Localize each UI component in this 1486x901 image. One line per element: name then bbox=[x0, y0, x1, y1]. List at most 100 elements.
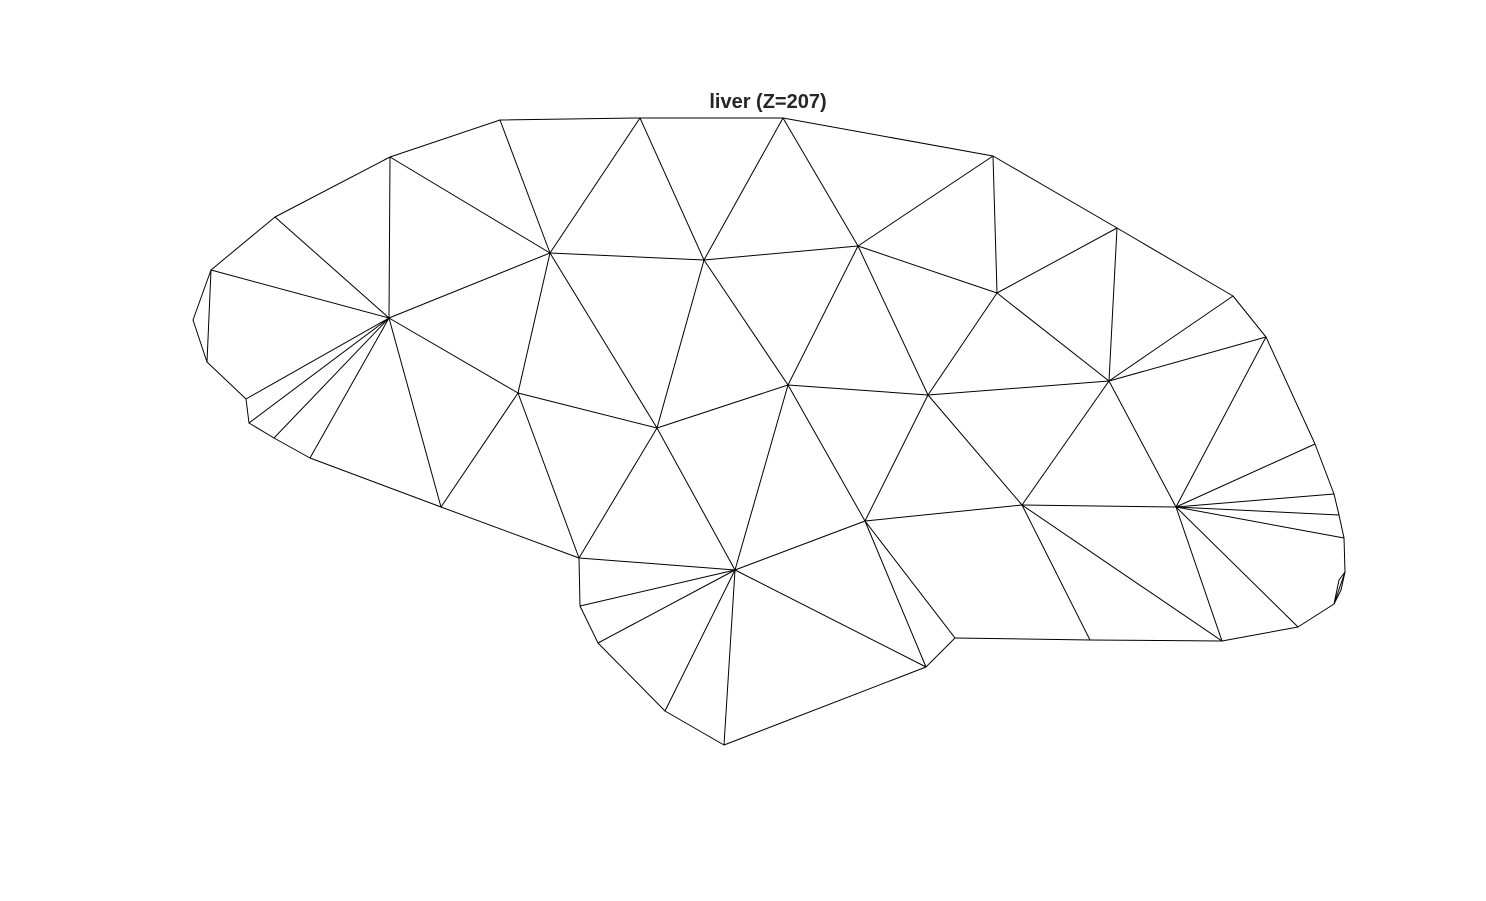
mesh-interior-edge bbox=[597, 569, 736, 644]
mesh-interior-edge bbox=[703, 259, 789, 386]
mesh-interior-edge bbox=[388, 156, 391, 319]
mesh-boundary-edge bbox=[723, 666, 927, 746]
mesh-interior-edge bbox=[245, 317, 390, 400]
mesh-interior-edge bbox=[787, 384, 866, 522]
mesh-interior-edge bbox=[1175, 506, 1299, 628]
mesh-boundary-edge bbox=[664, 710, 725, 746]
mesh-interior-edge bbox=[206, 269, 212, 363]
mesh-interior-edge bbox=[1108, 227, 1118, 382]
mesh-boundary-edge bbox=[1297, 603, 1335, 628]
mesh-interior-edge bbox=[1333, 589, 1342, 605]
mesh-interior-edge bbox=[517, 252, 551, 394]
mesh-boundary-edge bbox=[1338, 514, 1345, 539]
mesh-interior-edge bbox=[864, 504, 1023, 522]
mesh-boundary-edge bbox=[578, 557, 581, 607]
mesh-interior-edge bbox=[996, 292, 1110, 382]
mesh-interior-edge bbox=[1108, 295, 1234, 382]
mesh-interior-edge bbox=[734, 569, 927, 668]
mesh-boundary-edge bbox=[309, 457, 442, 508]
mesh-interior-edge bbox=[273, 317, 390, 439]
mesh-interior-edge bbox=[992, 155, 998, 294]
mesh-interior-edge bbox=[703, 245, 859, 261]
mesh-interior-edge bbox=[1175, 506, 1345, 539]
mesh-interior-edge bbox=[664, 569, 736, 712]
mesh-interior-edge bbox=[996, 227, 1118, 294]
mesh-boundary-edge bbox=[210, 216, 276, 271]
mesh-interior-edge bbox=[1021, 504, 1091, 641]
mesh-interior-edge bbox=[1108, 336, 1267, 382]
mesh-interior-edge bbox=[1175, 493, 1335, 508]
mesh-boundary-edge bbox=[274, 156, 391, 218]
mesh-boundary-edge bbox=[1221, 626, 1299, 642]
mesh-interior-edge bbox=[549, 252, 705, 261]
mesh-interior-edge bbox=[1021, 504, 1177, 508]
mesh-interior-edge bbox=[734, 384, 789, 571]
mesh-interior-edge bbox=[499, 119, 551, 254]
mesh-interior-edge bbox=[389, 156, 551, 254]
mesh-interior-edge bbox=[864, 394, 929, 522]
mesh-interior-edge bbox=[864, 520, 956, 639]
mesh-interior-edge bbox=[579, 569, 736, 607]
mesh-interior-edge bbox=[857, 245, 929, 396]
mesh-boundary-edge bbox=[1333, 493, 1340, 516]
mesh-interior-edge bbox=[248, 317, 390, 424]
mesh-boundary-edge bbox=[954, 637, 1091, 641]
mesh-boundary-edge bbox=[192, 269, 212, 321]
mesh-boundary-edge bbox=[206, 361, 247, 400]
mesh-interior-edge bbox=[1175, 443, 1316, 508]
mesh-interior-edge bbox=[857, 155, 994, 247]
mesh-interior-edge bbox=[549, 252, 658, 429]
mesh-boundary-edge bbox=[1314, 443, 1335, 495]
mesh-interior-edge bbox=[639, 117, 705, 261]
mesh-boundary-edge bbox=[1232, 295, 1267, 338]
mesh-interior-edge bbox=[1021, 380, 1110, 506]
mesh-interior-edge bbox=[274, 216, 390, 319]
mesh-interior-edge bbox=[1175, 336, 1267, 508]
mesh-boundary-edge bbox=[248, 422, 275, 439]
mesh-interior-edge bbox=[388, 317, 442, 508]
mesh-interior-edge bbox=[578, 557, 736, 571]
mesh-boundary-edge bbox=[1333, 571, 1346, 605]
mesh-interior-edge bbox=[517, 392, 580, 559]
mesh-boundary-edge bbox=[1089, 639, 1223, 642]
mesh-boundary-edge bbox=[273, 437, 311, 459]
mesh-boundary-edge bbox=[925, 637, 956, 668]
mesh-boundary-edge bbox=[192, 319, 208, 363]
mesh-interior-edge bbox=[787, 384, 929, 396]
mesh-boundary-edge bbox=[245, 398, 250, 424]
mesh-interior-edge bbox=[656, 384, 789, 429]
plot-title: liver (Z=207) bbox=[709, 91, 827, 113]
mesh-interior-edge bbox=[927, 292, 998, 396]
mesh-interior-edge bbox=[787, 245, 859, 386]
mesh-boundary-edge bbox=[782, 117, 994, 157]
mesh-interior-edge bbox=[210, 269, 390, 319]
mesh-interior-edge bbox=[857, 245, 998, 294]
mesh-interior-edge bbox=[388, 252, 551, 319]
mesh-interior-edge bbox=[309, 317, 390, 459]
mesh-interior-edge bbox=[864, 520, 927, 668]
mesh-interior-edge bbox=[1021, 504, 1223, 642]
mesh-interior-edge bbox=[723, 569, 736, 746]
mesh-boundary-edge bbox=[579, 605, 599, 644]
mesh-boundary-edge bbox=[440, 506, 580, 559]
mesh-interior-edge bbox=[927, 394, 1023, 506]
mesh-boundary-edge bbox=[992, 155, 1118, 229]
mesh-interior-edge bbox=[1175, 506, 1340, 516]
mesh-boundary-edge bbox=[1343, 537, 1346, 573]
mesh-interior-edge bbox=[656, 259, 705, 429]
mesh-boundary-edge bbox=[499, 117, 641, 121]
mesh-interior-edge bbox=[656, 427, 736, 571]
mesh-interior-edge bbox=[1108, 380, 1177, 508]
mesh-boundary-edge bbox=[389, 119, 501, 158]
mesh-interior-edge bbox=[782, 117, 859, 247]
mesh-interior-edge bbox=[578, 427, 658, 559]
mesh-interior-edge bbox=[927, 380, 1110, 396]
mesh-interior-edge bbox=[388, 317, 519, 394]
mesh-interior-edge bbox=[1338, 571, 1346, 581]
mesh-interior-edge bbox=[1175, 506, 1223, 642]
mesh-interior-edge bbox=[517, 392, 658, 429]
mesh-boundary-edge bbox=[1116, 227, 1234, 297]
mesh-interior-edge bbox=[1340, 571, 1346, 591]
